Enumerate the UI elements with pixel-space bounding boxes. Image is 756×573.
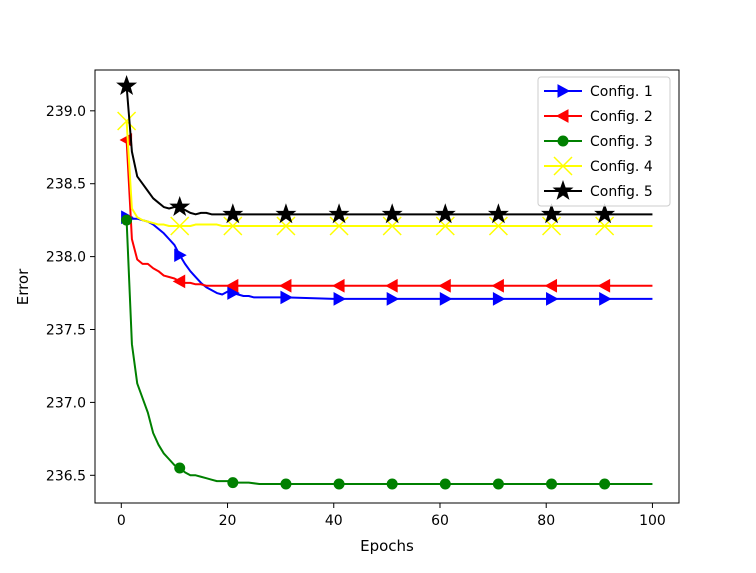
legend-marker <box>557 84 571 98</box>
data-point-marker <box>439 478 451 490</box>
data-point-marker <box>223 216 243 236</box>
data-point-marker <box>381 203 403 224</box>
data-point-marker <box>595 216 615 236</box>
x-tick-label: 20 <box>219 513 237 529</box>
legend-marker <box>552 179 574 200</box>
series-line <box>125 120 653 227</box>
series-line <box>126 216 653 300</box>
data-point-marker <box>276 216 296 236</box>
legend-entry: Config. 4 <box>544 156 653 176</box>
data-point-marker <box>546 478 558 490</box>
data-point-marker <box>439 292 453 306</box>
data-point-marker <box>487 203 509 224</box>
series-group <box>116 75 653 490</box>
data-point-marker <box>116 75 138 95</box>
data-point-marker <box>280 478 292 490</box>
data-point-marker <box>333 478 345 490</box>
series-4 <box>117 111 653 236</box>
legend-label: Config. 4 <box>590 159 653 175</box>
data-point-marker <box>328 203 350 224</box>
data-point-marker <box>280 290 293 305</box>
x-tick-label: 40 <box>325 513 343 529</box>
data-point-marker <box>117 111 137 131</box>
y-tick-label: 239.0 <box>46 104 86 120</box>
data-point-marker <box>278 278 292 293</box>
data-point-marker <box>541 216 562 236</box>
x-tick-label: 60 <box>431 513 449 529</box>
data-point-marker <box>491 278 504 293</box>
data-point-marker <box>174 248 187 262</box>
data-point-marker <box>329 216 349 236</box>
plot-area <box>116 75 653 490</box>
data-point-marker <box>597 278 611 293</box>
data-point-marker <box>546 292 559 306</box>
data-point-marker <box>438 278 451 293</box>
y-axis-label: Error <box>14 268 32 305</box>
axes: 0 20 40 60 80 100 236.5 237.0 237.5 238.0 238.5 239… <box>46 69 680 529</box>
data-point-marker <box>121 214 133 226</box>
legend-marker <box>555 109 569 123</box>
data-point-marker <box>386 478 398 490</box>
data-point-marker <box>333 292 347 306</box>
data-point-marker <box>227 477 239 489</box>
y-tick-label: 237.0 <box>46 395 86 411</box>
legend-marker <box>553 156 573 176</box>
plot-frame <box>94 69 680 504</box>
series-1 <box>121 210 653 306</box>
x-axis-label: Epochs <box>360 537 414 555</box>
data-point-marker <box>599 478 611 490</box>
data-point-marker <box>227 286 240 300</box>
legend: Config. 1 Config. 2 Config. 3 Config. 4 Conf… <box>537 76 671 207</box>
data-point-marker <box>541 203 563 224</box>
data-point-marker <box>332 278 345 293</box>
y-tick-label: 237.5 <box>46 323 86 339</box>
legend-entry: Config. 5 <box>544 179 653 200</box>
series-5 <box>116 75 653 224</box>
series-2 <box>119 133 653 293</box>
legend-label: Config. 5 <box>590 184 653 200</box>
data-point-marker <box>594 203 616 224</box>
data-point-marker <box>434 203 456 224</box>
series-3 <box>121 214 653 490</box>
x-tick-label: 100 <box>639 513 666 529</box>
data-point-marker <box>172 274 186 289</box>
data-point-marker <box>170 216 190 236</box>
legend-marker <box>557 135 569 147</box>
x-tick-label: 80 <box>537 513 555 529</box>
data-point-marker <box>222 203 244 224</box>
y-tick-label: 238.0 <box>46 250 86 266</box>
x-tick-label: 0 <box>117 513 126 529</box>
series-line <box>125 220 653 486</box>
data-point-marker <box>492 478 504 490</box>
legend-entry: Config. 3 <box>544 134 653 150</box>
data-point-marker <box>225 278 239 293</box>
data-point-marker <box>488 216 508 236</box>
legend-entry: Config. 1 <box>544 84 653 100</box>
data-point-marker <box>275 203 297 224</box>
legend-label: Config. 1 <box>590 84 653 100</box>
legend-label: Config. 3 <box>590 134 653 150</box>
data-point-marker <box>385 278 398 293</box>
data-point-marker <box>386 292 400 306</box>
data-point-marker <box>599 292 612 306</box>
legend-entry: Config. 2 <box>544 109 653 125</box>
data-point-marker <box>382 216 402 236</box>
data-point-marker <box>492 292 506 306</box>
data-point-marker <box>174 462 186 474</box>
legend-label: Config. 2 <box>590 109 653 125</box>
data-point-marker <box>435 216 455 236</box>
data-point-marker <box>169 196 191 216</box>
y-tick-label: 236.5 <box>46 468 86 484</box>
data-point-marker <box>544 278 558 293</box>
y-tick-label: 238.5 <box>46 177 86 193</box>
